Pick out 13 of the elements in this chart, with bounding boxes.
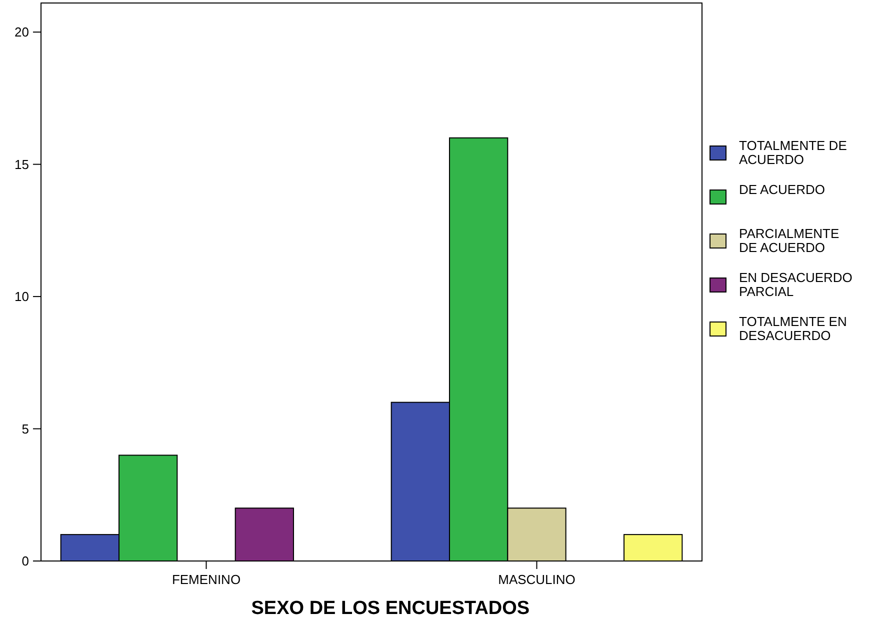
x-tick-label: MASCULINO [498, 572, 576, 587]
y-tick-label: 5 [22, 421, 29, 436]
x-axis-title: SEXO DE LOS ENCUESTADOS [251, 598, 530, 619]
legend-label: TOTALMENTE DE ACUERDO [739, 138, 848, 168]
y-tick-label: 10 [14, 289, 29, 304]
y-tick-label: 15 [14, 156, 29, 172]
legend-label: DE ACUERDO [739, 182, 825, 197]
legend-label: TOTALMENTE EN DESACUERDO [739, 314, 847, 344]
legend-label: EN DESACUERDO PARCIAL [739, 270, 852, 300]
y-tick-label: 20 [14, 24, 29, 40]
legend-label: PARCIALMENTE DE ACUERDO [739, 226, 840, 256]
y-tick-label: 0 [22, 554, 29, 569]
x-tick-label: FEMENINO [172, 572, 241, 587]
